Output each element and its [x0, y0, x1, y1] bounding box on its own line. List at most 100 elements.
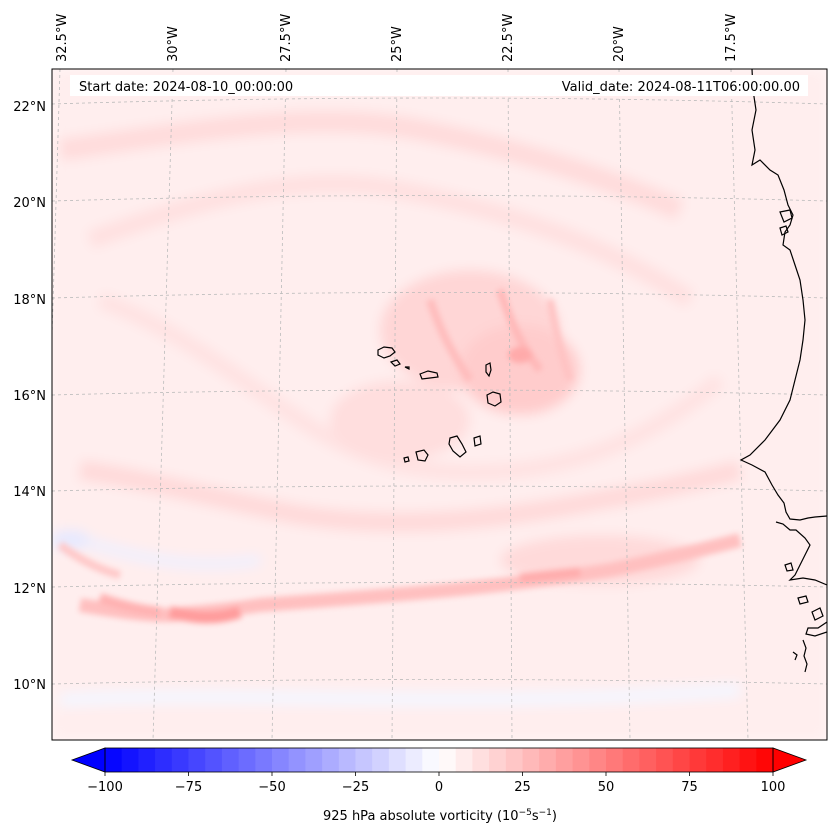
- lon-label-25: 25°W: [390, 26, 405, 62]
- colorbar-bin: [555, 748, 574, 772]
- colorbar-bin: [388, 748, 407, 772]
- colorbar-bin: [255, 748, 273, 772]
- colorbar-bin: [171, 748, 190, 772]
- cape-verde-santiago: [448, 435, 467, 458]
- colorbar-bin: [622, 748, 640, 772]
- latitude-labels: 22°N 20°N 18°N 16°N 14°N 12°N 10°N: [13, 100, 46, 693]
- colorbar-tick-label: −100: [87, 780, 123, 795]
- colorbar-bin: [589, 748, 607, 772]
- cape-verde-sao-nicolau: [419, 370, 439, 380]
- colorbar-bins: [105, 748, 774, 772]
- colorbar-bin: [221, 748, 240, 772]
- cape-verde-fogo: [415, 449, 429, 462]
- gridline-lon-25: [391, 69, 398, 740]
- gridline-lat-10: [52, 679, 827, 685]
- cape-verde-santa-luzia: [404, 366, 410, 370]
- colorbar-bin: [639, 748, 657, 772]
- colorbar-bin: [238, 748, 256, 772]
- colorbar-title-end: ): [552, 809, 557, 824]
- lat-label-12: 12°N: [13, 582, 46, 597]
- colorbar-title-mid: s: [532, 809, 539, 824]
- colorbar-tick-label: 75: [681, 780, 698, 795]
- colorbar-tick-label: −50: [258, 780, 285, 795]
- colorbar-bin: [739, 748, 757, 772]
- vorticity-field: [52, 69, 827, 740]
- gridline-lat-18: [52, 292, 827, 299]
- colorbar-title: 925 hPa absolute vorticity (10−5s−1): [323, 808, 557, 824]
- info-box: [70, 75, 808, 96]
- colorbar-bin: [539, 748, 557, 772]
- colorbar-bin: [656, 748, 674, 772]
- gridline-lon-22-5: [507, 69, 513, 740]
- cape-verde-brava: [403, 456, 410, 463]
- colorbar-extend-high: [772, 747, 808, 773]
- coast-south-1: [802, 639, 808, 673]
- colorbar-title-main: 925 hPa absolute vorticity (10: [323, 809, 519, 824]
- africa-coastline: [739, 69, 827, 521]
- lon-label-22-5: 22.5°W: [501, 14, 516, 62]
- colorbar-tick-label: −75: [175, 780, 202, 795]
- colorbar-bin: [288, 748, 306, 772]
- colorbar-bin: [155, 748, 173, 772]
- colorbar-bin: [272, 748, 290, 772]
- colorbar-title-exp2: −1: [539, 808, 552, 818]
- cape-verde-sao-vicente: [389, 359, 401, 367]
- guinea-bissau-coast: [775, 521, 827, 586]
- colorbar-bin: [706, 748, 724, 772]
- cape-verde-maio: [473, 435, 482, 447]
- gridline-lat-14: [52, 485, 827, 492]
- valid-date-label: Valid_date: 2024-08-11T06:00:00.00: [562, 80, 800, 95]
- start-date-label: Start date: 2024-08-10_00:00:00: [79, 80, 293, 95]
- longitude-labels: 32.5°W 30°W 27.5°W 25°W 22.5°W 20°W 17.5…: [55, 14, 739, 62]
- colorbar-tick-label: −25: [342, 780, 369, 795]
- lat-label-22: 22°N: [13, 100, 46, 115]
- colorbar-bin: [322, 748, 340, 772]
- colorbar-bin: [439, 748, 457, 772]
- gridline-lat-20: [52, 195, 827, 202]
- lon-label-17-5: 17.5°W: [724, 14, 739, 62]
- colorbar-bin: [606, 748, 624, 772]
- gridline-lon-20: [618, 69, 631, 740]
- colorbar-tick-label: 0: [435, 780, 443, 795]
- coastlines: [377, 69, 827, 673]
- colorbar-bin: [689, 748, 707, 772]
- lon-label-30: 30°W: [166, 26, 181, 62]
- cape-verde-boa-vista: [486, 391, 502, 407]
- lat-label-10: 10°N: [13, 678, 46, 693]
- colorbar-bin: [522, 748, 540, 772]
- gridline-lon-30: [152, 69, 174, 740]
- colorbar-bin: [722, 748, 741, 772]
- graticule: [52, 69, 827, 740]
- lon-label-20: 20°W: [612, 26, 627, 62]
- colorbar-bin: [422, 748, 440, 772]
- lon-label-27-5: 27.5°W: [279, 14, 294, 62]
- colorbar-tick-label: 100: [761, 780, 786, 795]
- lat-label-18: 18°N: [13, 293, 46, 308]
- bijagos-islands-1: [784, 562, 794, 572]
- island-northwest-africa-1: [779, 209, 793, 223]
- colorbar-bin: [505, 748, 524, 772]
- coast-south-2: [792, 651, 798, 661]
- colorbar-bin: [372, 748, 390, 772]
- guinea-coast: [805, 621, 827, 637]
- colorbar-bin: [472, 748, 490, 772]
- colorbar-tick-label: 50: [598, 780, 615, 795]
- map-frame: [51, 68, 828, 741]
- cape-verde-sal: [485, 362, 492, 378]
- bijagos-islands-3: [811, 607, 824, 621]
- gridline-lat-16: [52, 389, 827, 396]
- gridline-lat-12: [52, 582, 827, 588]
- colorbar-bin: [121, 748, 139, 772]
- colorbar-bin: [205, 748, 223, 772]
- colorbar-bin: [756, 748, 774, 772]
- lat-label-16: 16°N: [13, 389, 46, 404]
- colorbar-bin: [455, 748, 473, 772]
- lat-label-14: 14°N: [13, 485, 46, 500]
- cape-verde-santo-antao: [377, 346, 396, 359]
- colorbar-ticks: −100 −75 −50 −25 0 25 50 75 100: [87, 772, 785, 795]
- gridline-lon-27-5: [271, 69, 287, 740]
- bijagos-islands-2: [797, 595, 809, 605]
- colorbar-bin: [405, 748, 423, 772]
- colorbar-bin: [105, 748, 123, 772]
